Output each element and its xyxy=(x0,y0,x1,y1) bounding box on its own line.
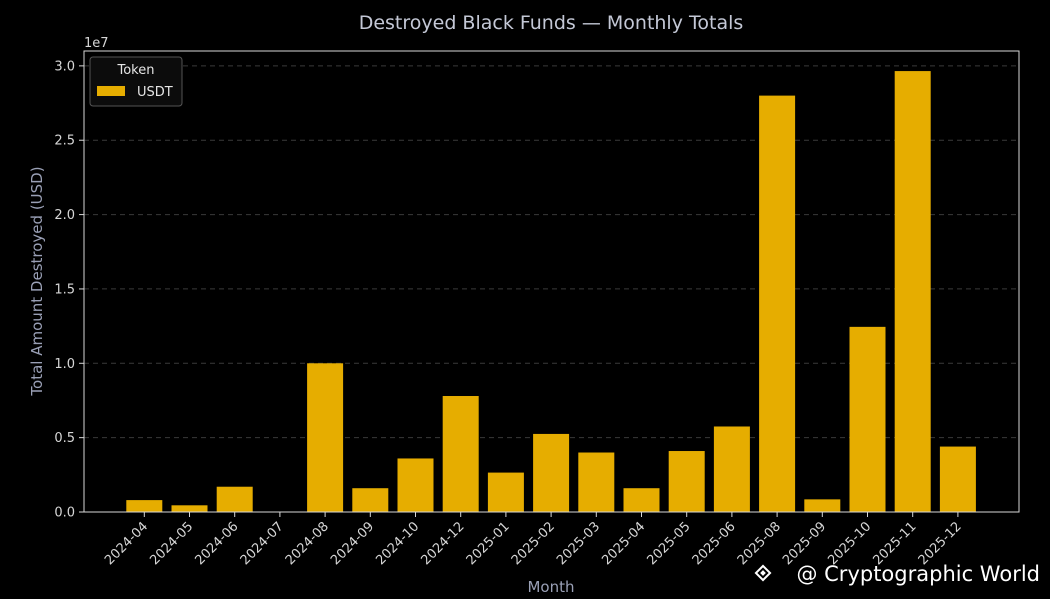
y-tick-label: 1.0 xyxy=(54,357,75,372)
x-tick-label: 2025-08 xyxy=(735,519,784,568)
x-tick-label: 2025-10 xyxy=(825,519,874,568)
y-axis-ticks: 0.0 0.5 1.0 1.5 2.0 2.5 3.0 xyxy=(54,59,84,521)
x-tick-label: 2025-03 xyxy=(554,519,603,568)
bar-2025-11 xyxy=(894,71,931,512)
y-axis-label: Total Amount Destroyed (USD) xyxy=(28,166,46,396)
bar-2024-12 xyxy=(442,396,479,512)
bar-2025-08 xyxy=(759,95,796,512)
y-tick-label: 1.5 xyxy=(54,282,75,297)
bar-2024-08 xyxy=(307,363,344,512)
legend-label-usdt: USDT xyxy=(137,85,173,100)
x-tick-label: 2024-06 xyxy=(193,519,242,568)
x-tick-label: 2025-06 xyxy=(690,519,739,568)
bar-2024-10 xyxy=(397,458,434,512)
legend-title: Token xyxy=(117,63,155,78)
y-tick-label: 2.5 xyxy=(54,134,75,149)
bars xyxy=(126,71,976,512)
x-tick-label: 2024-05 xyxy=(147,519,196,568)
x-tick-label: 2025-12 xyxy=(916,519,965,568)
bar-2024-09 xyxy=(352,488,389,512)
x-tick-label: 2024-07 xyxy=(238,519,287,568)
y-tick-label: 2.0 xyxy=(54,208,75,223)
bar-2025-01 xyxy=(487,472,524,512)
x-tick-label: 2024-12 xyxy=(419,519,468,568)
chart-title: Destroyed Black Funds — Monthly Totals xyxy=(359,12,744,34)
bar-2024-06 xyxy=(216,486,253,512)
y-scale-label: 1e7 xyxy=(84,36,109,51)
y-tick-label: 0.0 xyxy=(54,506,75,521)
y-tick-label: 3.0 xyxy=(54,59,75,74)
x-tick-label: 2024-08 xyxy=(283,519,332,568)
x-axis-ticks: 2024-042024-052024-062024-072024-082024-… xyxy=(102,512,965,568)
bar-2025-12 xyxy=(939,446,976,512)
gridlines xyxy=(84,65,1019,439)
x-tick-label: 2025-01 xyxy=(464,519,513,568)
x-axis-label: Month xyxy=(527,578,574,596)
legend: Token USDT xyxy=(89,56,183,107)
x-tick-label: 2024-04 xyxy=(102,519,151,568)
legend-swatch-usdt xyxy=(97,86,125,96)
bar-2025-10 xyxy=(849,326,886,512)
x-tick-label: 2024-09 xyxy=(328,519,377,568)
watermark: @ Cryptographic World xyxy=(754,562,1040,586)
bar-2025-04 xyxy=(623,488,660,512)
watermark-text: @ Cryptographic World xyxy=(796,562,1040,586)
y-tick-label: 0.5 xyxy=(54,431,75,446)
binance-diamond-icon xyxy=(754,564,772,582)
x-tick-label: 2024-10 xyxy=(373,519,422,568)
bar-2024-05 xyxy=(171,505,208,512)
x-tick-label: 2025-02 xyxy=(509,519,558,568)
x-tick-label: 2025-11 xyxy=(871,519,920,568)
bar-2024-04 xyxy=(126,500,163,512)
x-tick-label: 2025-04 xyxy=(599,519,648,568)
bar-2025-02 xyxy=(533,433,570,512)
x-tick-label: 2025-09 xyxy=(780,519,829,568)
bar-2025-05 xyxy=(668,451,705,512)
bar-2025-03 xyxy=(578,452,615,512)
x-tick-label: 2025-05 xyxy=(645,519,694,568)
bar-2025-06 xyxy=(713,426,750,512)
bar-2025-09 xyxy=(804,499,841,512)
